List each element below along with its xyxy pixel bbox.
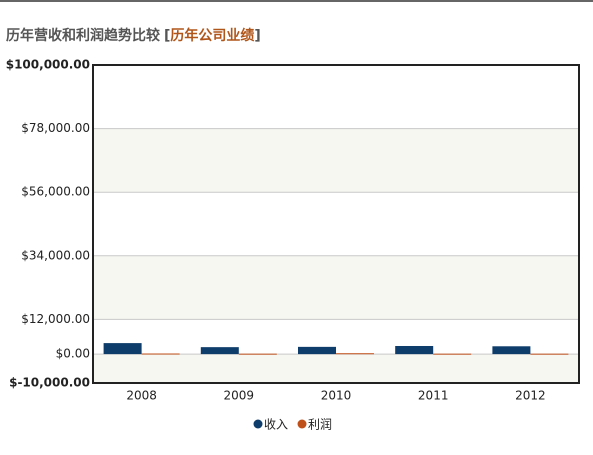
y-tick-label: $78,000.00 bbox=[21, 121, 90, 135]
title: 历年营收和利润趋势比较 bbox=[6, 27, 160, 44]
band bbox=[93, 354, 579, 383]
x-tick-label: 2008 bbox=[126, 389, 157, 403]
bar bbox=[200, 347, 239, 355]
bar bbox=[238, 353, 277, 355]
legend-marker bbox=[253, 419, 263, 429]
x-tick-label: 2009 bbox=[224, 389, 255, 403]
chart-title: 历年营收和利润趋势比较 [历年公司业绩] bbox=[6, 27, 261, 44]
bar bbox=[103, 343, 142, 355]
title-link[interactable]: 历年公司业绩 bbox=[170, 27, 254, 44]
x-tick-label: 2012 bbox=[515, 389, 546, 403]
bar bbox=[530, 353, 569, 355]
bar bbox=[141, 353, 180, 355]
bar bbox=[492, 346, 531, 355]
y-tick-label: $0.00 bbox=[56, 347, 90, 361]
y-tick-label: $12,000.00 bbox=[21, 312, 90, 326]
bracket: [ bbox=[164, 28, 170, 44]
bands bbox=[93, 128, 579, 383]
band bbox=[93, 255, 579, 320]
bar bbox=[298, 346, 336, 355]
legend-label: 收入 bbox=[264, 418, 288, 432]
band bbox=[93, 128, 579, 193]
bracket: ] bbox=[254, 28, 260, 44]
bar bbox=[395, 345, 434, 355]
legend-label: 利润 bbox=[308, 418, 332, 432]
y-tick-label: $34,000.00 bbox=[21, 248, 90, 262]
plot-border bbox=[92, 64, 580, 384]
legend-marker bbox=[297, 419, 307, 429]
x-tick-label: 2011 bbox=[418, 389, 449, 403]
x-tick-label: 2010 bbox=[321, 389, 352, 403]
y-tick-label: $100,000.00 bbox=[6, 58, 90, 72]
y-tick-label: $56,000.00 bbox=[21, 185, 90, 199]
bar bbox=[336, 353, 374, 355]
y-tick-label: $-10,000.00 bbox=[9, 376, 90, 390]
bar bbox=[433, 353, 472, 355]
